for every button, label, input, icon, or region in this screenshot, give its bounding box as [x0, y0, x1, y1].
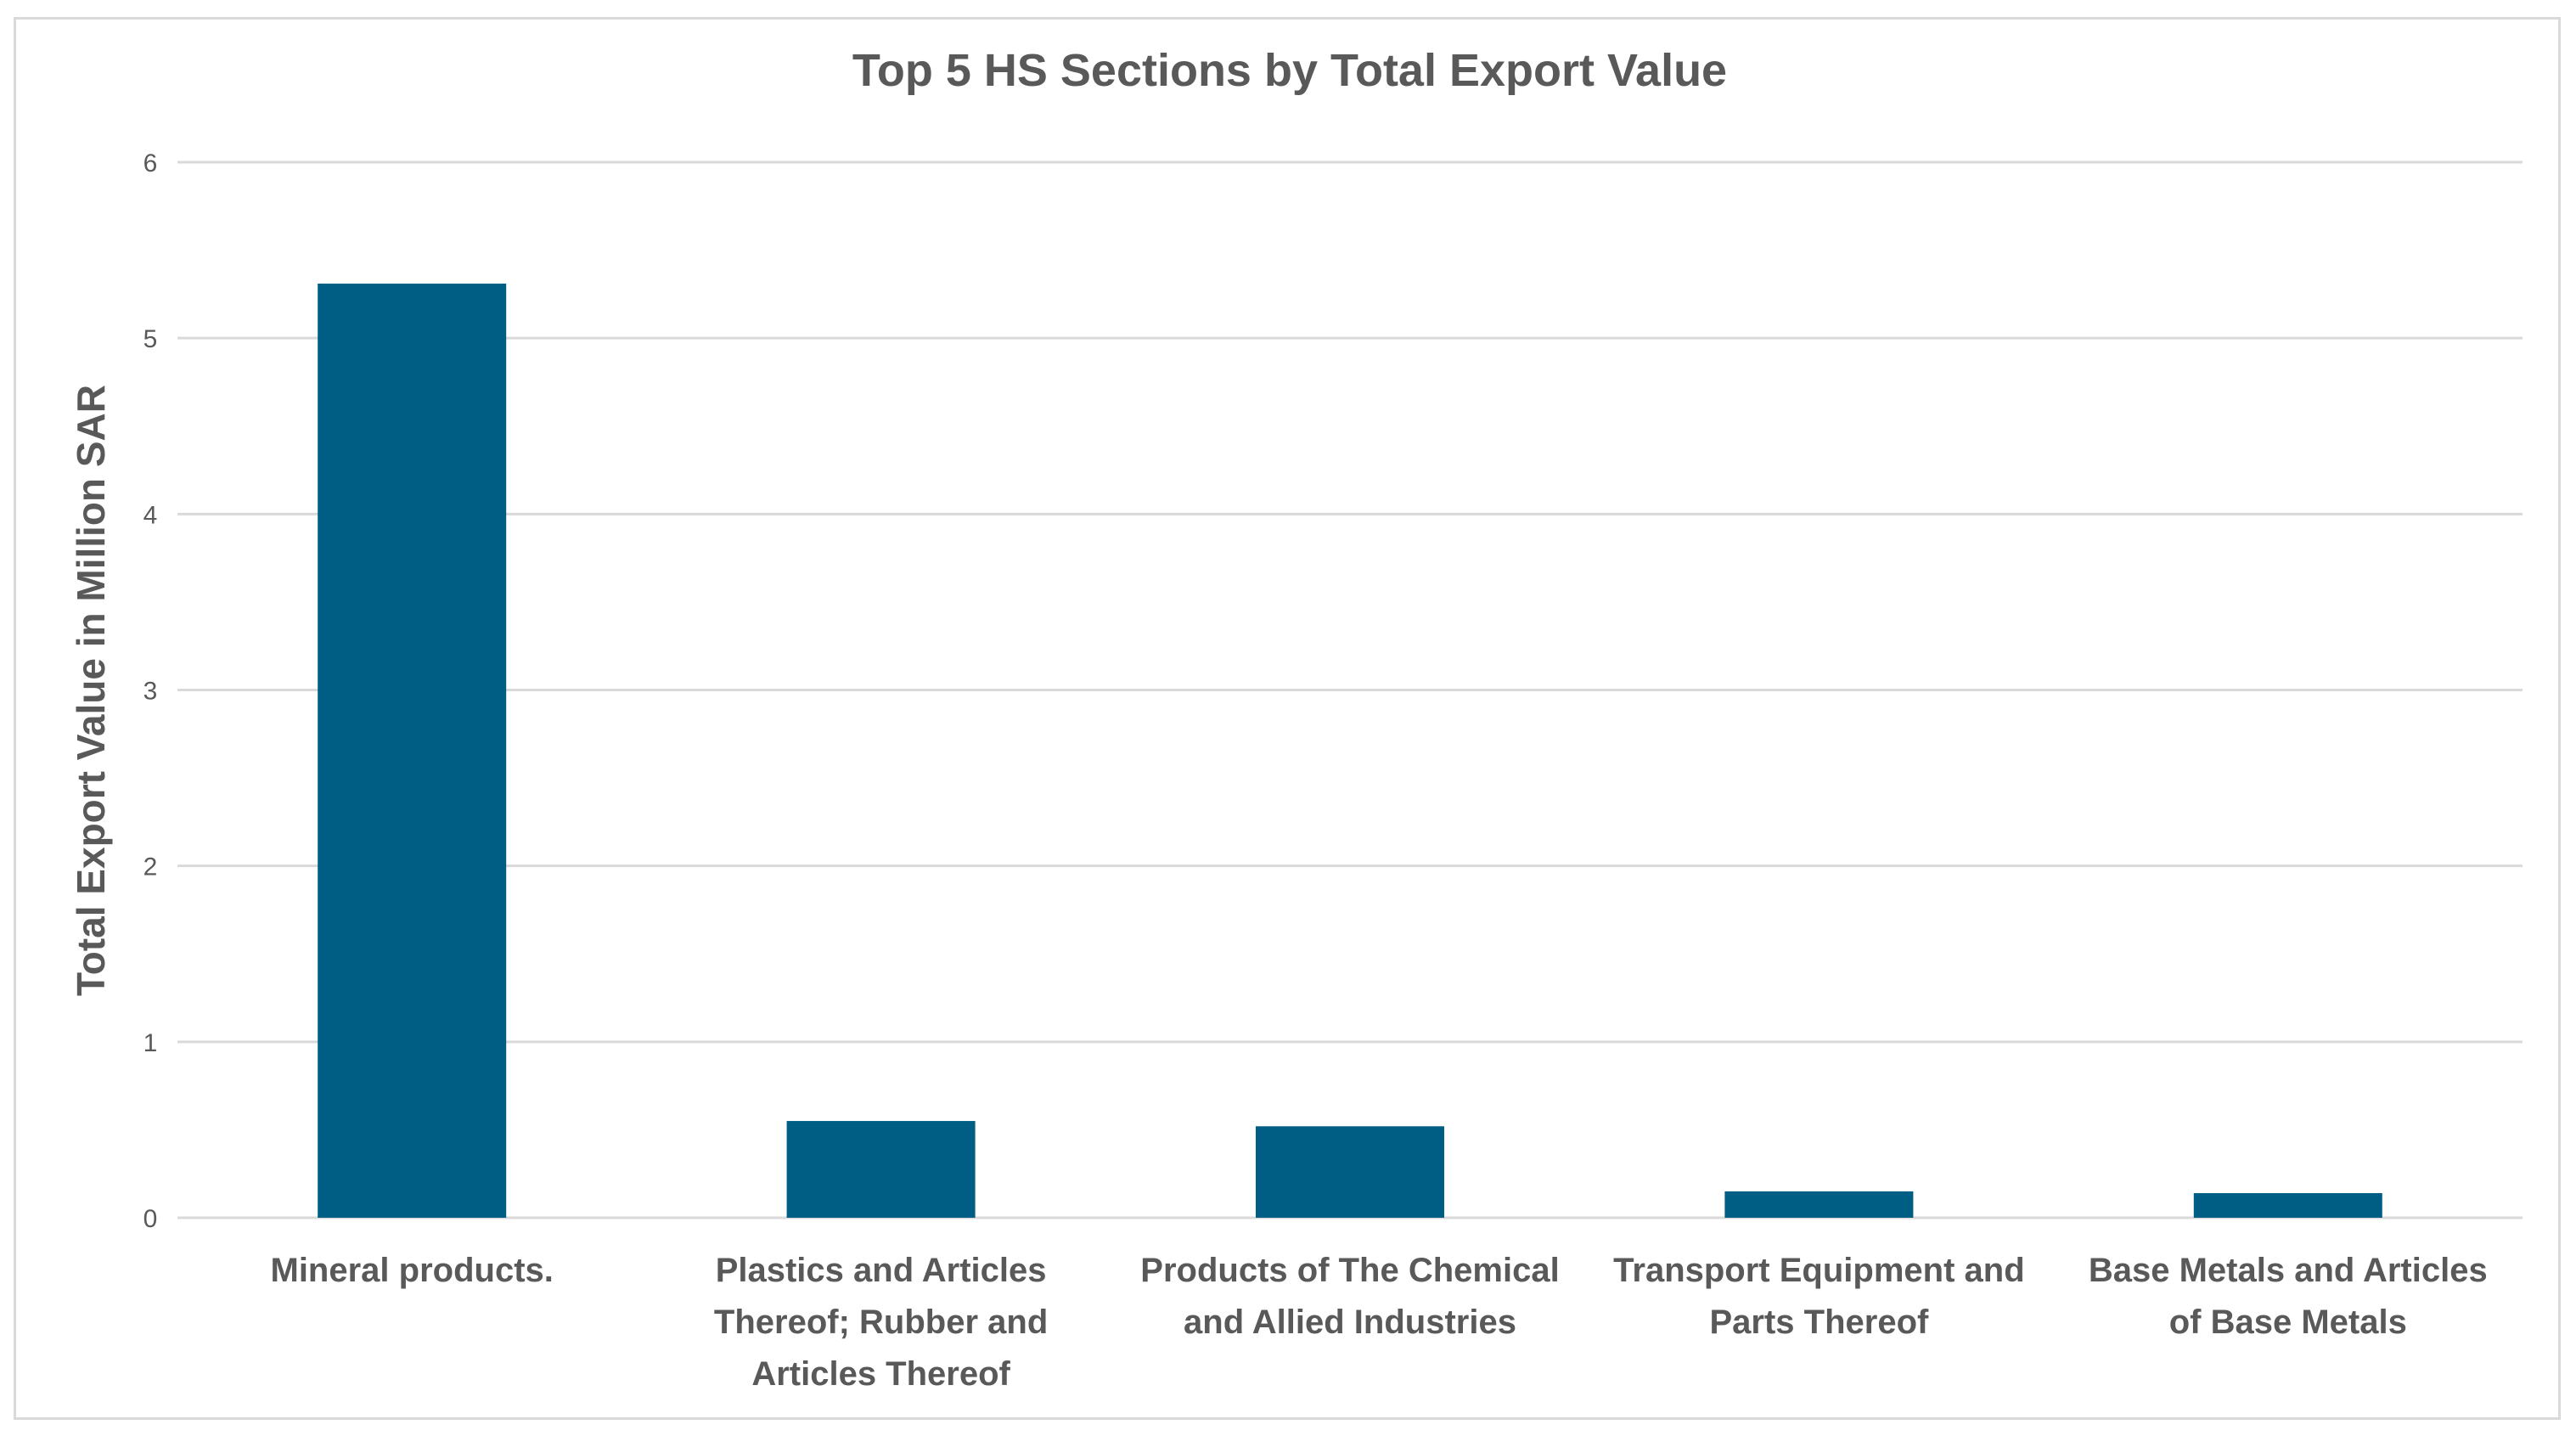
x-axis-labels: Mineral products. Plastics and Articles Th…	[271, 1252, 2488, 1393]
x-category-label: Transport Equipment and Parts Thereof	[1613, 1252, 2024, 1341]
x-category-label: Plastics and Articles Thereof; Rubber and…	[714, 1252, 1048, 1393]
x-category-label: Base Metals and Articles of Base Metals	[2089, 1252, 2488, 1341]
bar-3	[1256, 1126, 1444, 1218]
chart-frame: Top 5 HS Sections by Total Export Value …	[14, 17, 2561, 1420]
y-tick-label: 6	[143, 149, 158, 177]
y-tick-label: 2	[143, 853, 158, 881]
bar-2	[786, 1121, 976, 1218]
gridlines	[177, 160, 2523, 1219]
y-tick-label: 1	[143, 1029, 158, 1057]
x-category-label: Products of The Chemical and Allied Indus…	[1140, 1252, 1559, 1341]
x-category-label: Mineral products.	[271, 1252, 554, 1289]
bars	[318, 283, 2382, 1218]
bar-4	[1724, 1191, 1914, 1218]
bar-chart: Top 5 HS Sections by Total Export Value …	[69, 45, 2523, 1393]
bar-1	[318, 283, 507, 1218]
y-tick-label: 3	[143, 678, 158, 706]
y-tick-label: 4	[143, 501, 158, 529]
bar-5	[2193, 1192, 2382, 1218]
chart-title: Top 5 HS Sections by Total Export Value	[852, 45, 1727, 96]
y-axis-ticks: 0 1 2 3 4 5 6	[143, 149, 158, 1233]
y-tick-label: 0	[143, 1205, 158, 1233]
y-axis-title: Total Export Value in Million SAR	[69, 385, 113, 996]
y-tick-label: 5	[143, 325, 158, 353]
